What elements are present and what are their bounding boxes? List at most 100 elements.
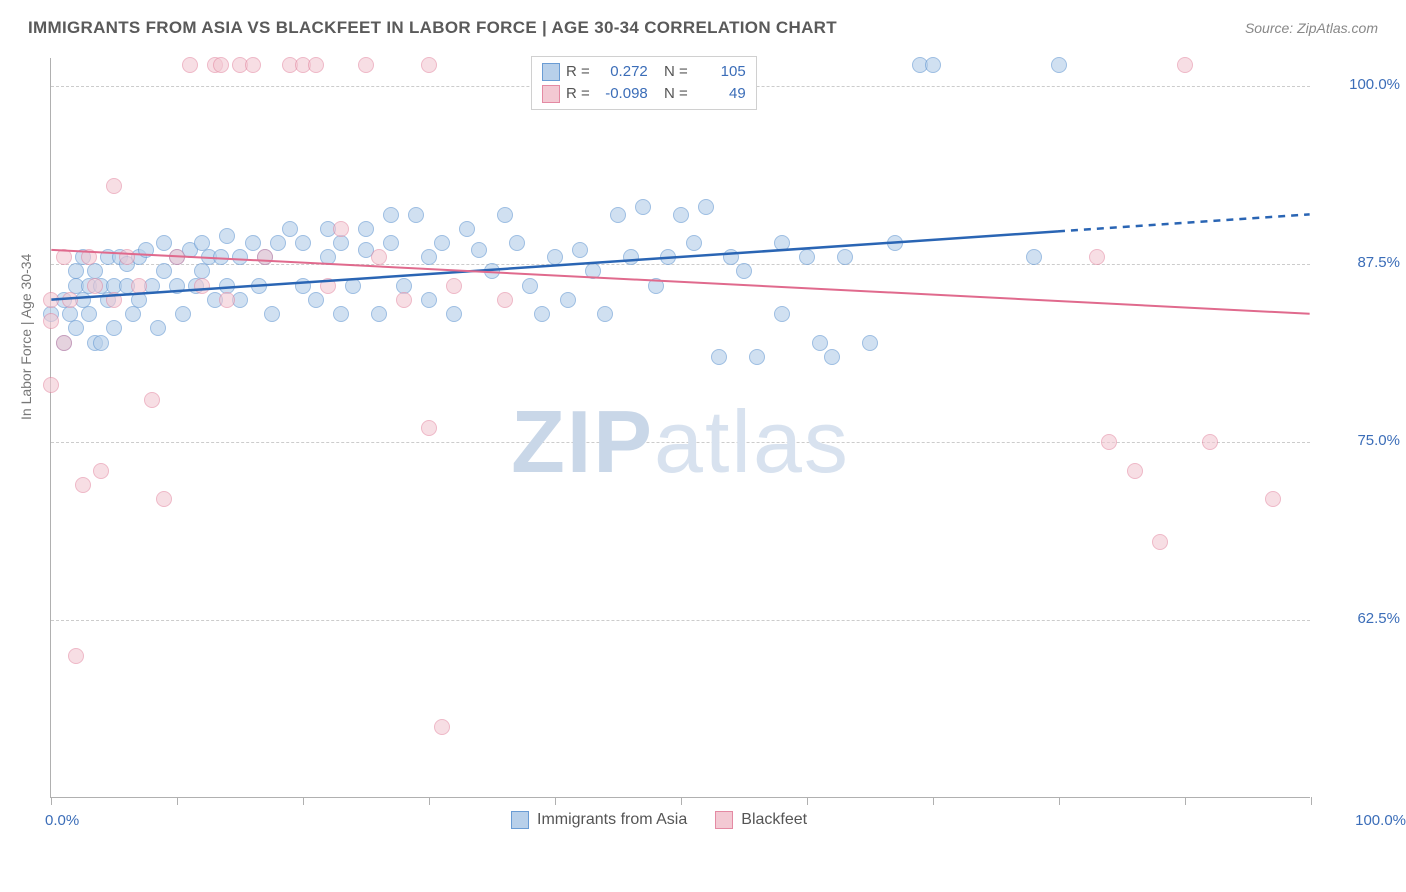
series-swatch-b [715,811,733,829]
series-legend: Immigrants from Asia Blackfeet [511,811,807,829]
legend-n-value-a: 105 [694,61,746,83]
y-tick-label: 75.0% [1320,432,1400,449]
data-point [131,278,147,294]
correlation-legend: R = 0.272 N = 105 R = -0.098 N = 49 [531,56,757,110]
data-point [774,235,790,251]
data-point [320,249,336,265]
data-point [862,335,878,351]
chart-title: IMMIGRANTS FROM ASIA VS BLACKFEET IN LAB… [28,18,837,38]
data-point [547,249,563,265]
data-point [1089,249,1105,265]
data-point [93,335,109,351]
data-point [560,292,576,308]
data-point [264,306,280,322]
data-point [371,306,387,322]
data-point [408,207,424,223]
data-point [358,57,374,73]
data-point [1265,491,1281,507]
data-point [43,292,59,308]
legend-n-label-a: N = [664,61,688,83]
data-point [572,242,588,258]
data-point [1177,57,1193,73]
data-point [358,221,374,237]
data-point [484,263,500,279]
data-point [610,207,626,223]
data-point [736,263,752,279]
data-point [799,249,815,265]
x-tick [1311,797,1312,805]
data-point [106,292,122,308]
data-point [106,178,122,194]
data-point [138,242,154,258]
data-point [534,306,550,322]
data-point [43,377,59,393]
data-point [169,249,185,265]
data-point [1127,463,1143,479]
data-point [887,235,903,251]
data-point [125,306,141,322]
data-point [345,278,361,294]
x-tick [555,797,556,805]
data-point [219,228,235,244]
data-point [396,292,412,308]
data-point [660,249,676,265]
data-point [295,278,311,294]
y-axis-label: In Labor Force | Age 30-34 [18,254,34,420]
legend-n-label-b: N = [664,83,688,105]
trend-lines [51,58,1310,797]
data-point [471,242,487,258]
series-legend-item-b: Blackfeet [715,811,807,829]
data-point [635,199,651,215]
data-point [150,320,166,336]
data-point [295,235,311,251]
data-point [723,249,739,265]
data-point [56,249,72,265]
x-min-label: 0.0% [45,812,79,829]
data-point [119,249,135,265]
legend-n-value-b: 49 [694,83,746,105]
data-point [1051,57,1067,73]
data-point [87,278,103,294]
series-label-a: Immigrants from Asia [537,811,687,829]
data-point [383,207,399,223]
x-tick [51,797,52,805]
data-point [270,235,286,251]
data-point [144,392,160,408]
data-point [421,420,437,436]
header: IMMIGRANTS FROM ASIA VS BLACKFEET IN LAB… [0,0,1406,44]
source-attribution: Source: ZipAtlas.com [1245,20,1378,36]
y-tick-label: 87.5% [1320,254,1400,271]
data-point [68,648,84,664]
data-point [509,235,525,251]
data-point [245,57,261,73]
data-point [182,57,198,73]
data-point [1026,249,1042,265]
data-point [1202,434,1218,450]
data-point [333,306,349,322]
x-tick [177,797,178,805]
legend-r-value-a: 0.272 [596,61,648,83]
data-point [219,292,235,308]
y-tick-label: 62.5% [1320,610,1400,627]
data-point [81,306,97,322]
data-point [749,349,765,365]
data-point [585,263,601,279]
data-point [711,349,727,365]
data-point [459,221,475,237]
data-point [434,719,450,735]
data-point [623,249,639,265]
y-tick-label: 100.0% [1320,76,1400,93]
data-point [1152,534,1168,550]
data-point [282,221,298,237]
data-point [446,278,462,294]
data-point [686,235,702,251]
x-tick [807,797,808,805]
data-point [673,207,689,223]
gridline-h [51,620,1310,621]
legend-row-series-a: R = 0.272 N = 105 [542,61,746,83]
data-point [175,306,191,322]
data-point [421,249,437,265]
data-point [43,313,59,329]
data-point [824,349,840,365]
data-point [251,278,267,294]
